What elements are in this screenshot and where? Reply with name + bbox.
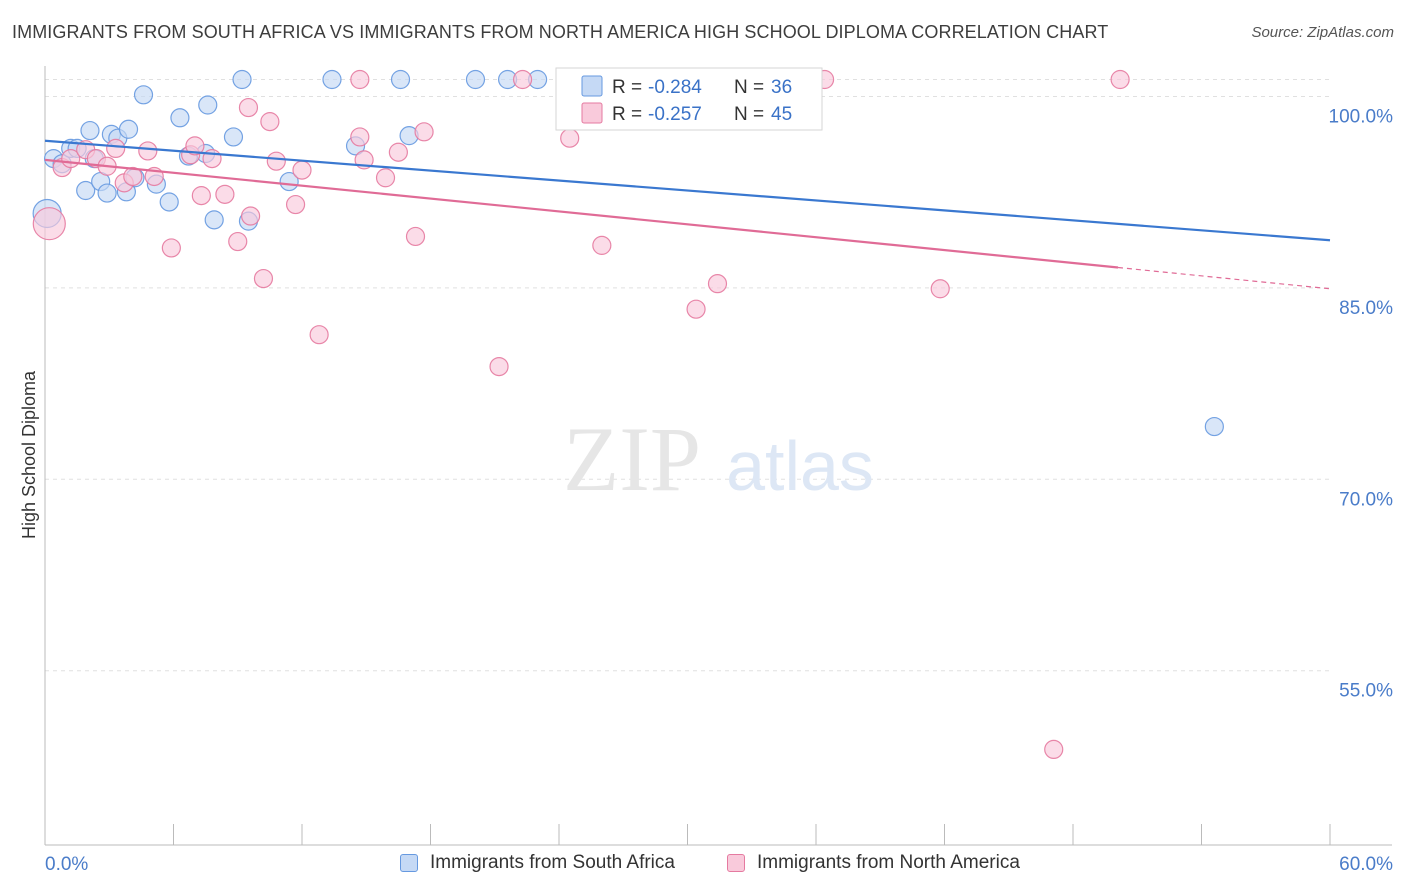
data-point — [465, 69, 486, 90]
data-point — [322, 69, 342, 90]
data-point — [232, 69, 252, 90]
trend-line — [44, 158, 1119, 269]
stats-legend-r-value-south-africa: -0.284 — [648, 77, 702, 98]
watermark: ZIP atlas — [563, 408, 874, 510]
data-point — [76, 180, 96, 201]
trend-line — [44, 139, 1331, 242]
data-point — [285, 194, 306, 215]
chart-source: Source: ZipAtlas.com — [1251, 24, 1394, 41]
data-point — [191, 186, 211, 206]
data-point — [123, 166, 143, 187]
y-tick-label: 100.0% — [1329, 107, 1394, 128]
data-point — [238, 97, 259, 118]
trend-line-extension — [1117, 266, 1331, 290]
data-point — [253, 268, 274, 289]
data-point — [414, 122, 434, 142]
data-point — [930, 279, 950, 299]
stats-legend: R = -0.284 N = 36 R = -0.257 N = 45 — [555, 67, 823, 131]
data-point — [260, 112, 280, 132]
data-point — [241, 206, 261, 226]
data-point — [266, 151, 286, 171]
data-point — [405, 226, 426, 247]
data-point — [390, 69, 411, 90]
data-point — [1110, 69, 1130, 90]
data-point — [1044, 739, 1064, 760]
watermark-zip: ZIP — [563, 408, 701, 510]
data-point — [118, 119, 139, 139]
x-tick-labels: 0.0% 60.0% — [45, 854, 1393, 875]
legend-label-north-america: Immigrants from North America — [757, 852, 1020, 873]
y-tick-label: 55.0% — [1339, 681, 1393, 702]
watermark-atlas: atlas — [726, 427, 874, 505]
stats-legend-r-label-south-africa: R = — [612, 77, 647, 98]
data-point — [185, 136, 205, 156]
data-point — [592, 235, 612, 255]
bottom-legend: Immigrants from South Africa Immigrants … — [0, 852, 1406, 878]
data-point — [489, 357, 509, 377]
legend-swatch-south-africa — [400, 854, 418, 872]
stats-legend-r-value-north-america: -0.257 — [648, 104, 702, 125]
y-tick-labels: 55.0% 70.0% 85.0% 100.0% — [1329, 107, 1394, 702]
gridlines — [45, 79, 1330, 672]
data-point — [106, 138, 126, 159]
data-point — [686, 299, 706, 319]
legend-label-south-africa: Immigrants from South Africa — [430, 852, 675, 873]
data-point — [350, 127, 370, 147]
data-point — [1204, 416, 1224, 437]
stats-legend-n-label-north-america: N = — [734, 104, 769, 125]
data-point — [350, 69, 370, 90]
data-point — [138, 141, 158, 161]
legend-item-north-america: Immigrants from North America — [727, 852, 1020, 874]
data-point — [215, 184, 235, 204]
data-point — [133, 85, 154, 105]
x-tick-label: 0.0% — [45, 854, 88, 875]
stats-legend-n-value-south-africa: 36 — [771, 77, 792, 98]
data-point — [707, 274, 728, 294]
trend-lines — [44, 139, 1331, 290]
data-point — [512, 69, 533, 90]
stats-legend-n-value-north-america: 45 — [771, 104, 792, 125]
data-point — [388, 142, 408, 162]
y-axis-label: High School Diploma — [19, 370, 39, 539]
data-point — [159, 192, 179, 212]
data-point — [170, 108, 190, 128]
legend-swatch-north-america — [727, 854, 745, 872]
data-point — [161, 238, 181, 258]
x-tick-label: 60.0% — [1339, 854, 1393, 875]
legend-item-south-africa: Immigrants from South Africa — [400, 852, 675, 874]
y-tick-label: 70.0% — [1339, 489, 1393, 510]
data-point — [309, 325, 329, 345]
chart-title: IMMIGRANTS FROM SOUTH AFRICA VS IMMIGRAN… — [12, 22, 1109, 42]
stats-legend-r-label-north-america: R = — [612, 104, 647, 125]
data-point — [228, 231, 248, 252]
stats-legend-n-label-south-africa: N = — [734, 77, 769, 98]
data-point — [375, 168, 396, 188]
data-point — [198, 95, 218, 115]
data-point — [560, 128, 580, 148]
stats-legend-swatch-south-africa — [581, 75, 603, 97]
data-point — [279, 171, 299, 192]
data-point — [97, 183, 117, 203]
data-point — [32, 207, 66, 241]
stats-legend-swatch-north-america — [581, 102, 603, 124]
data-point — [204, 210, 224, 230]
data-point — [292, 160, 312, 180]
data-point — [223, 127, 244, 147]
axes — [44, 66, 1392, 846]
data-point — [80, 120, 100, 141]
y-tick-label: 85.0% — [1339, 298, 1393, 319]
